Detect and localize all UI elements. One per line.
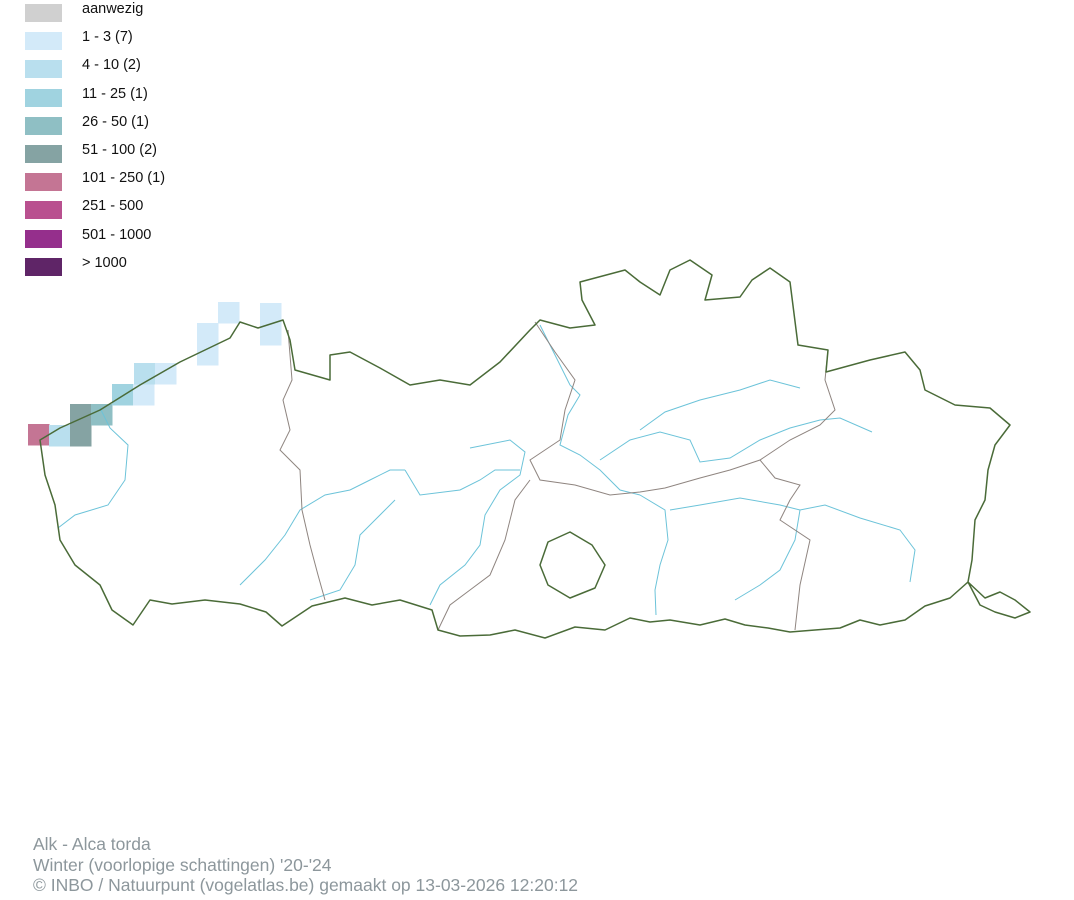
- legend-swatch: [25, 60, 62, 79]
- river: [734, 509, 801, 601]
- legend-swatch: [25, 4, 62, 22]
- credit-line: © INBO / Natuurpunt (vogelatlas.be) gema…: [33, 875, 579, 895]
- legend-item: 4 - 10 (2): [25, 57, 225, 80]
- province-border: [437, 479, 531, 631]
- legend-swatch: [25, 116, 62, 135]
- grid-cell[interactable]: [260, 303, 282, 325]
- river: [539, 324, 641, 496]
- grid-cell[interactable]: [218, 302, 240, 324]
- legend-label: aanwezig: [82, 1, 144, 17]
- grid-cells: [28, 302, 282, 447]
- legend-item: 251 - 500: [25, 198, 225, 221]
- river: [639, 379, 801, 431]
- legend-item: aanwezig: [25, 1, 225, 24]
- grid-cell[interactable]: [70, 404, 92, 426]
- province-border: [759, 459, 811, 631]
- legend-swatch: [25, 173, 62, 192]
- grid-cell[interactable]: [70, 425, 92, 447]
- river: [404, 469, 520, 496]
- province-border: [279, 329, 326, 601]
- legend-item: 26 - 50 (1): [25, 113, 225, 137]
- legend-swatch: [25, 257, 62, 276]
- legend-item: 501 - 1000: [25, 226, 225, 250]
- rivers: [57, 324, 916, 616]
- legend-item: 101 - 250 (1): [25, 170, 225, 193]
- legend-label: 26 - 50 (1): [82, 113, 149, 130]
- river: [639, 494, 669, 616]
- river: [669, 497, 916, 583]
- legend-swatch: [25, 229, 62, 248]
- grid-cell[interactable]: [155, 363, 177, 385]
- grid-cell[interactable]: [197, 323, 219, 345]
- legend-swatch: [25, 32, 62, 51]
- grid-cell[interactable]: [260, 324, 282, 346]
- river: [57, 407, 129, 529]
- river: [599, 417, 873, 463]
- province-borders: [279, 321, 836, 631]
- legend-label: 101 - 250 (1): [82, 170, 166, 187]
- grid-cell[interactable]: [112, 384, 134, 406]
- grid-cell[interactable]: [133, 384, 155, 406]
- legend-swatch: [25, 88, 62, 107]
- legend-label: > 1000: [82, 254, 127, 271]
- legend-item: 1 - 3 (7): [25, 29, 225, 52]
- river: [239, 469, 405, 586]
- grid-cell[interactable]: [197, 344, 219, 366]
- grid-cell[interactable]: [28, 424, 50, 446]
- region-outline: [39, 259, 1031, 639]
- legend-label: 251 - 500: [82, 198, 144, 215]
- legend-label: 4 - 10 (2): [82, 57, 141, 74]
- flanders-outline: [39, 259, 1031, 639]
- legend-label: 1 - 3 (7): [82, 29, 133, 46]
- legend-item: 11 - 25 (1): [25, 85, 225, 109]
- grid-cell[interactable]: [91, 404, 113, 426]
- legend-swatch: [25, 145, 62, 163]
- river: [429, 439, 526, 606]
- legend-swatch: [25, 201, 62, 220]
- species-title: Alk - Alca torda: [33, 834, 151, 854]
- legend-label: 51 - 100 (2): [82, 142, 157, 158]
- legend-item: > 1000: [25, 254, 225, 278]
- legend-label: 11 - 25 (1): [82, 85, 148, 102]
- grid-cell[interactable]: [134, 363, 156, 385]
- map-caption: Alk - Alca torda Winter (voorlopige scha…: [33, 834, 578, 896]
- season-subtitle: Winter (voorlopige schattingen) '20-'24: [33, 854, 332, 875]
- legend-label: 501 - 1000: [82, 226, 152, 243]
- legend-item: 51 - 100 (2): [25, 142, 225, 165]
- province-border: [529, 321, 836, 496]
- grid-cell[interactable]: [49, 425, 71, 447]
- river: [309, 499, 396, 601]
